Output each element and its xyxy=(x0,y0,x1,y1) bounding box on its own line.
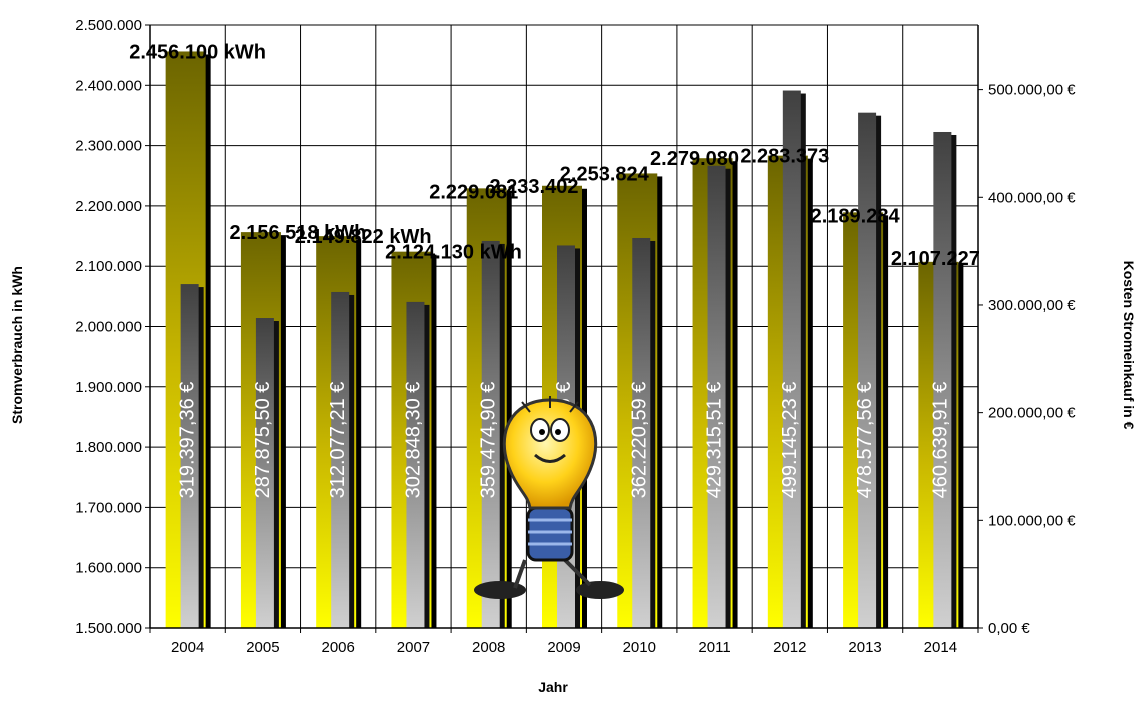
cost-value-label: 312.077,21 € xyxy=(327,382,349,499)
x-tick-label: 2013 xyxy=(848,639,881,656)
x-tick-label: 2004 xyxy=(171,639,204,656)
x-tick-label: 2011 xyxy=(698,639,730,656)
cost-bar xyxy=(255,318,274,628)
cost-value-label: 499.145,23 € xyxy=(779,382,801,499)
y-tick-label: 1.900.000 xyxy=(75,379,142,396)
y2-tick-label: 100.000,00 € xyxy=(988,512,1076,529)
kwh-value-label: 2.279.080 xyxy=(650,148,739,170)
y2-tick-label: 300.000,00 € xyxy=(988,297,1076,314)
cost-value-label: 319.397,36 € xyxy=(177,382,199,499)
x-tick-label: 2012 xyxy=(773,639,806,656)
y-tick-label: 1.800.000 xyxy=(75,439,142,456)
cost-bar xyxy=(782,90,801,629)
kwh-value-label: 2.253.824 xyxy=(560,163,650,185)
y2-tick-label: 0,00 € xyxy=(988,620,1030,637)
kwh-value-label: 2.124.130 kWh xyxy=(385,242,522,264)
kwh-value-label: 2.189.284 xyxy=(811,205,901,227)
x-tick-label: 2008 xyxy=(472,639,505,656)
cost-bar xyxy=(481,240,500,629)
kwh-value-label: 2.456.100 kWh xyxy=(129,41,266,63)
y-axis-title: Stromverbrauch in kWh xyxy=(9,266,25,424)
x-tick-label: 2006 xyxy=(321,639,354,656)
cost-bar xyxy=(707,165,726,629)
kwh-value-label: 2.156.518 kWh xyxy=(230,222,367,244)
cost-value-label: 302.848,30 € xyxy=(402,382,424,499)
y2-tick-label: 200.000,00 € xyxy=(988,405,1076,422)
y2-tick-label: 500.000,00 € xyxy=(988,82,1076,99)
y-tick-label: 2.500.000 xyxy=(75,17,142,34)
x-tick-label: 2014 xyxy=(924,639,957,656)
x-tick-label: 2009 xyxy=(547,639,580,656)
cost-bar xyxy=(331,291,350,628)
cost-value-label: 478.577,56 € xyxy=(854,382,876,499)
x-tick-label: 2010 xyxy=(623,639,656,656)
cost-value-label: 429.315,51 € xyxy=(704,382,726,499)
cost-value-label: 460.639,91 € xyxy=(929,382,951,499)
kwh-value-label: 2.233.402 xyxy=(490,176,579,198)
y2-axis-title: Kosten Stromeinkauf in € xyxy=(1121,261,1137,430)
value-labels: 2.456.100 kWh 319.397,36 € 2.156.518 kWh 28… xyxy=(129,41,980,498)
y-tick-label: 2.000.000 xyxy=(75,319,142,336)
kwh-value-label: 2.229.081 xyxy=(429,181,518,203)
cost-bar xyxy=(858,112,877,629)
y-tick-label: 2.400.000 xyxy=(75,77,142,94)
cost-bar xyxy=(933,131,952,628)
lightbulb-mascot xyxy=(474,396,624,599)
y-tick-label: 1.600.000 xyxy=(75,560,142,577)
cost-bar xyxy=(406,301,425,628)
y-tick-label: 2.100.000 xyxy=(75,258,142,275)
y2-tick-label: 400.000,00 € xyxy=(988,189,1076,206)
x-tick-label: 2005 xyxy=(246,639,279,656)
x-axis-title: Jahr xyxy=(538,679,568,695)
cost-value-label: 362.220,59 € xyxy=(628,382,650,499)
kwh-value-label: 2.107.227 xyxy=(891,248,980,270)
kwh-value-label: 2.283.373 xyxy=(740,146,829,168)
y-tick-label: 1.500.000 xyxy=(75,620,142,637)
y-tick-label: 2.200.000 xyxy=(75,198,142,215)
kwh-value-label: 2.149.822 kWh xyxy=(295,226,432,248)
cost-bar xyxy=(632,237,651,628)
y-tick-label: 1.700.000 xyxy=(75,499,142,516)
cost-value-label: 359.474,90 € xyxy=(478,382,500,499)
cost-value-label: 287.875,50 € xyxy=(252,382,274,499)
y-tick-label: 2.300.000 xyxy=(75,138,142,155)
cost-bar xyxy=(180,284,199,628)
x-tick-label: 2007 xyxy=(397,639,430,656)
axes: 1.500.000 1.600.000 1.700.000 1.800.000 1.90… xyxy=(75,17,1076,656)
